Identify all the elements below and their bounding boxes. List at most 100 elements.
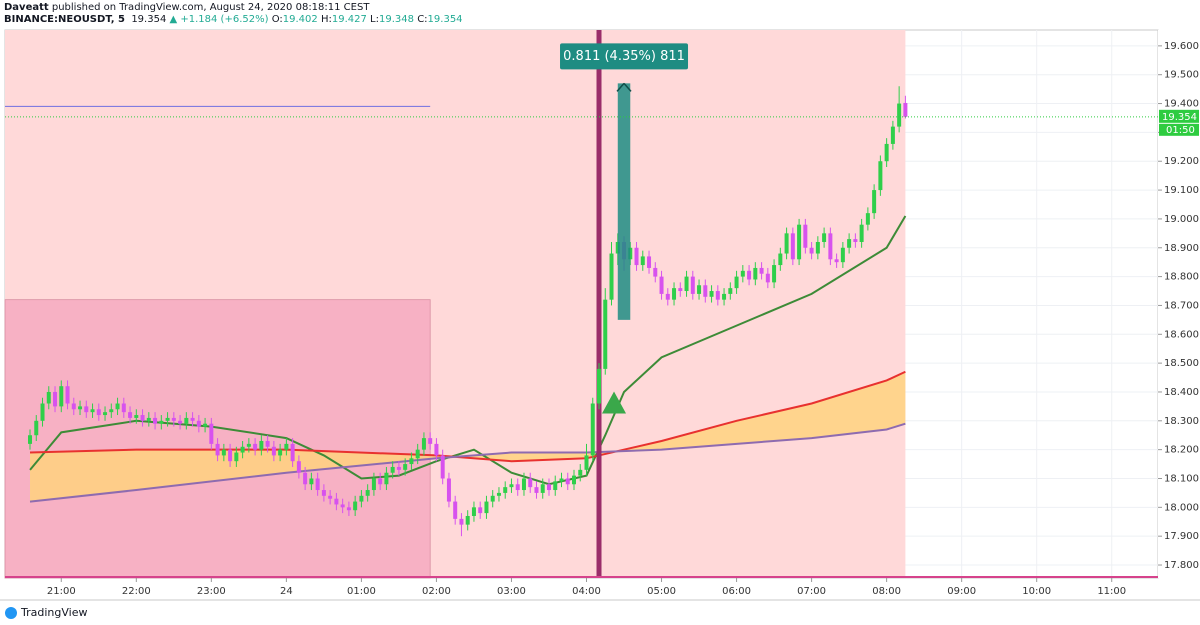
candle-body: [778, 253, 783, 266]
candle-body: [71, 403, 76, 410]
last-price-label: 19.354: [1162, 112, 1197, 123]
candle-body: [209, 423, 214, 444]
x-tick-label: 05:00: [647, 586, 676, 597]
change: ▲ +1.184 (+6.52%): [169, 14, 269, 25]
publisher: Daveatt: [4, 2, 49, 13]
candle-body: [565, 478, 570, 485]
candle-body: [609, 253, 614, 300]
candle-body: [509, 484, 514, 488]
candle-body: [59, 386, 64, 407]
candle-body: [540, 484, 545, 493]
measure-arrow: [616, 82, 632, 92]
candle-body: [559, 478, 564, 482]
x-tick-label: 06:00: [722, 586, 751, 597]
candle-body: [446, 478, 451, 502]
candle-body: [453, 501, 458, 519]
timer-tag: [1159, 123, 1199, 136]
candle-body: [878, 161, 883, 191]
footer-brand: TradingView: [20, 606, 87, 619]
symbol: BINANCE:NEOUSDT, 5: [4, 14, 125, 25]
price: 19.354: [131, 14, 167, 25]
candle-body: [853, 239, 858, 242]
candle-body: [153, 417, 158, 424]
candle-body: [578, 469, 583, 476]
candle-body: [196, 420, 201, 427]
candle-body: [759, 267, 764, 274]
candle-body: [903, 102, 908, 117]
y-tick-label: 18.300: [1164, 416, 1199, 427]
candle-body: [109, 409, 114, 413]
symbol-line: BINANCE:NEOUSDT, 5 19.354 ▲ +1.184 (+6.5…: [4, 14, 463, 26]
ohlc-key: O:: [271, 14, 283, 25]
candle-body: [534, 487, 539, 493]
candle-body: [340, 504, 345, 508]
candle-body: [115, 403, 120, 410]
candle-body: [490, 495, 495, 502]
candle-body: [784, 233, 789, 254]
candle-body: [859, 224, 864, 242]
candle-body: [684, 276, 689, 292]
candle-body: [484, 501, 489, 514]
candle-body: [265, 441, 270, 447]
candle-body: [459, 518, 464, 525]
y-tick-label: 18.500: [1164, 358, 1199, 369]
candle-body: [378, 478, 383, 485]
y-tick-label: 18.600: [1164, 329, 1199, 340]
measure-label-bg: [560, 43, 689, 70]
candle-body: [46, 391, 51, 404]
ma-band: [30, 371, 906, 502]
candle-body: [890, 126, 895, 144]
y-tick-label: 18.800: [1164, 272, 1199, 283]
candle-body: [334, 498, 339, 505]
candle-body: [396, 466, 401, 470]
candle-body: [434, 443, 439, 456]
candle-body: [803, 224, 808, 248]
published: published on TradingView.com, August 24,…: [51, 2, 370, 13]
candle-body: [753, 267, 758, 280]
candle-body: [346, 507, 351, 511]
candle-body: [121, 403, 126, 413]
publish-line: Daveatt published on TradingView.com, Au…: [4, 2, 463, 14]
candle-body: [728, 288, 733, 294]
candle-body: [315, 478, 320, 491]
candle-body: [165, 417, 170, 421]
candle-body: [203, 423, 208, 427]
candle-body: [171, 417, 176, 421]
y-tick-label: 19.400: [1164, 99, 1199, 110]
candle-body: [584, 455, 589, 470]
candle-body: [571, 475, 576, 485]
candle-body: [865, 213, 870, 225]
candle-body: [440, 455, 445, 479]
candle-body: [328, 495, 333, 499]
candle-body: [259, 441, 264, 450]
candle-body: [28, 435, 33, 444]
candle-body: [290, 443, 295, 462]
ohlc-value: 19.402: [282, 14, 318, 25]
brand-logo: [5, 607, 17, 619]
candle-body: [665, 293, 670, 300]
candle-body: [303, 472, 308, 485]
y-tick-label: 19.600: [1164, 41, 1199, 52]
x-tick-label: 07:00: [797, 586, 826, 597]
candle-body: [496, 492, 501, 496]
candle-body: [40, 403, 45, 421]
candle-body: [471, 507, 476, 516]
x-tick-label: 04:00: [572, 586, 601, 597]
candle-body: [722, 293, 727, 300]
ohlc-key: L:: [370, 14, 379, 25]
candle-body: [228, 449, 233, 462]
candle-body: [634, 247, 639, 266]
measure-label: 0.811 (4.35%) 811: [563, 49, 685, 64]
candle-body: [828, 233, 833, 260]
candle-body: [597, 368, 602, 404]
x-tick-label: 08:00: [872, 586, 901, 597]
candle-body: [159, 420, 164, 424]
x-tick-label: 03:00: [497, 586, 526, 597]
candle-body: [709, 291, 714, 297]
candle-body: [103, 412, 108, 416]
ohlc-key: C:: [417, 14, 428, 25]
candle-body: [553, 481, 558, 491]
y-tick-label: 17.800: [1164, 560, 1199, 571]
candle-body: [790, 233, 795, 260]
